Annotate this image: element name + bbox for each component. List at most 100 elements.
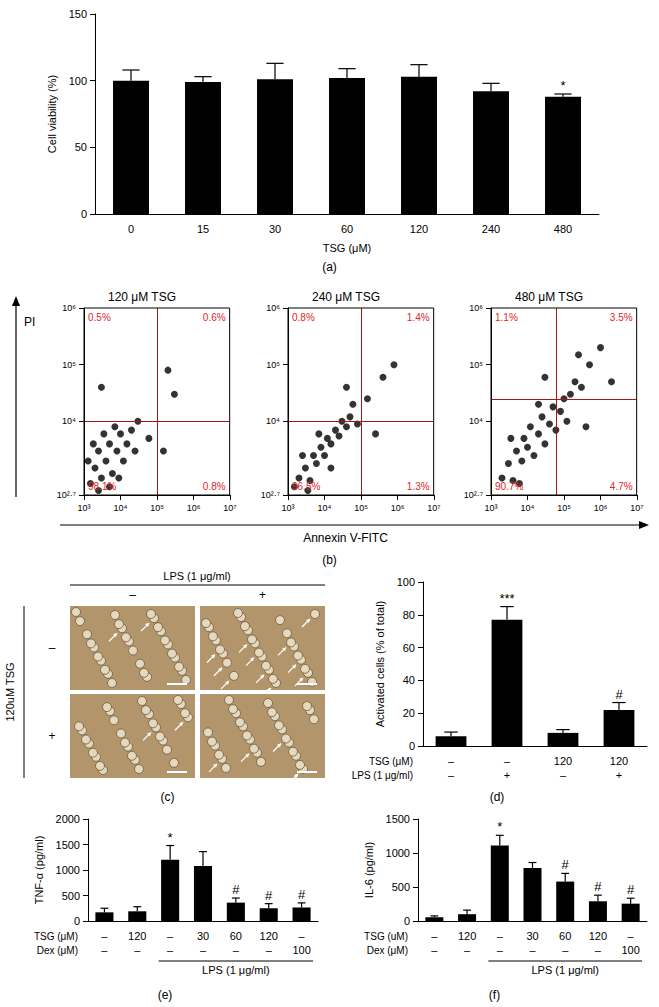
svg-text:IL-6 (pg/ml): IL-6 (pg/ml) (363, 842, 375, 898)
svg-text:2000: 2000 (56, 813, 80, 825)
svg-text:0.8%: 0.8% (203, 481, 226, 492)
svg-text:*: * (497, 819, 502, 834)
svg-text:TSG (μM): TSG (μM) (369, 756, 413, 767)
svg-text:1.4%: 1.4% (407, 312, 430, 323)
svg-text:#: # (562, 857, 570, 872)
svg-text:PI: PI (24, 315, 35, 329)
svg-text:240 μM TSG: 240 μM TSG (312, 290, 380, 304)
svg-text:–: – (299, 930, 306, 942)
svg-text:–: – (101, 930, 108, 942)
svg-text:120: 120 (589, 930, 607, 942)
svg-text:+: + (504, 769, 510, 781)
svg-text:–: – (101, 944, 108, 956)
svg-text:120uM TSG: 120uM TSG (4, 662, 16, 721)
svg-text:30: 30 (269, 223, 281, 235)
svg-text:10⁵: 10⁵ (470, 360, 484, 370)
svg-text:120: 120 (410, 223, 428, 235)
svg-text:120: 120 (260, 930, 278, 942)
svg-text:100: 100 (69, 75, 87, 87)
svg-text:10⁵: 10⁵ (62, 360, 76, 370)
svg-text:–: – (529, 944, 536, 956)
svg-text:–: – (431, 930, 438, 942)
svg-text:10²·⁷: 10²·⁷ (57, 490, 76, 500)
svg-text:10⁵: 10⁵ (150, 503, 164, 513)
svg-text:30: 30 (526, 930, 538, 942)
svg-text:60: 60 (230, 930, 242, 942)
svg-text:10³: 10³ (281, 503, 294, 513)
svg-text:120: 120 (458, 930, 476, 942)
svg-text:10⁴: 10⁴ (521, 503, 535, 513)
svg-text:15: 15 (197, 223, 209, 235)
svg-text:0.5%: 0.5% (88, 312, 111, 323)
svg-text:TSG (uM): TSG (uM) (364, 931, 408, 942)
svg-text:240: 240 (482, 223, 500, 235)
svg-text:–: – (448, 769, 455, 781)
svg-text:–: – (497, 944, 504, 956)
svg-text:#: # (265, 888, 273, 903)
svg-text:40: 40 (403, 674, 415, 686)
svg-text:Activated cells (% of total): Activated cells (% of total) (374, 601, 386, 728)
svg-text:Annexin V-FITC: Annexin V-FITC (303, 531, 388, 545)
svg-text:–: – (233, 944, 240, 956)
svg-text:1500: 1500 (386, 813, 410, 825)
svg-text:0: 0 (409, 740, 415, 752)
svg-text:–: – (562, 944, 569, 956)
svg-text:98.1%: 98.1% (88, 481, 116, 492)
svg-text:1500: 1500 (56, 839, 80, 851)
svg-text:120 μM TSG: 120 μM TSG (108, 290, 176, 304)
svg-text:500: 500 (62, 890, 80, 902)
svg-text:+: + (48, 729, 55, 743)
svg-text:LPS (1 μg/ml): LPS (1 μg/ml) (352, 770, 413, 781)
svg-text:0.8%: 0.8% (292, 312, 315, 323)
svg-text:TSG (μM): TSG (μM) (34, 931, 78, 942)
svg-text:60: 60 (559, 930, 571, 942)
svg-text:+: + (259, 588, 266, 602)
svg-text:3.5%: 3.5% (610, 312, 633, 323)
svg-text:0: 0 (128, 223, 134, 235)
svg-text:TNF-α (pg/ml): TNF-α (pg/ml) (33, 836, 45, 905)
svg-text:10⁴: 10⁴ (317, 503, 331, 513)
svg-text:10⁶: 10⁶ (470, 303, 484, 313)
svg-text:#: # (627, 882, 635, 897)
svg-text:500: 500 (392, 881, 410, 893)
svg-text:–: – (129, 588, 136, 602)
svg-text:–: – (431, 944, 438, 956)
svg-text:0.6%: 0.6% (203, 312, 226, 323)
svg-text:+: + (616, 769, 622, 781)
svg-text:30: 30 (197, 930, 209, 942)
svg-text:480 μM TSG: 480 μM TSG (515, 290, 583, 304)
svg-text:100: 100 (621, 944, 639, 956)
svg-text:–: – (504, 755, 511, 767)
svg-text:10⁷: 10⁷ (631, 503, 644, 513)
svg-text:10⁶: 10⁶ (594, 503, 608, 513)
svg-text:120: 120 (128, 930, 146, 942)
svg-text:–: – (134, 944, 141, 956)
svg-text:–: – (628, 930, 635, 942)
svg-text:10⁵: 10⁵ (354, 503, 368, 513)
svg-text:–: – (200, 944, 207, 956)
svg-text:10⁵: 10⁵ (557, 503, 571, 513)
svg-text:10⁶: 10⁶ (266, 303, 280, 313)
svg-text:80: 80 (403, 609, 415, 621)
svg-text:0: 0 (81, 208, 87, 220)
svg-text:#: # (232, 882, 240, 897)
svg-text:–: – (464, 944, 471, 956)
svg-text:10⁴: 10⁴ (469, 416, 483, 426)
svg-text:480: 480 (554, 223, 572, 235)
svg-text:–: – (595, 944, 602, 956)
svg-text:60: 60 (341, 223, 353, 235)
svg-text:20: 20 (403, 707, 415, 719)
svg-text:10⁷: 10⁷ (427, 503, 440, 513)
svg-text:–: – (167, 944, 174, 956)
svg-text:*: * (560, 78, 565, 93)
svg-text:–: – (167, 930, 174, 942)
svg-text:LPS (1 μg/ml): LPS (1 μg/ml) (202, 964, 269, 976)
svg-text:96.5%: 96.5% (292, 481, 320, 492)
svg-text:Dex (μM): Dex (μM) (37, 945, 78, 956)
svg-text:#: # (298, 887, 306, 902)
svg-text:10⁷: 10⁷ (223, 503, 236, 513)
svg-text:10⁴: 10⁴ (266, 416, 280, 426)
svg-text:0: 0 (404, 915, 410, 927)
svg-text:LPS (1 μg/ml): LPS (1 μg/ml) (163, 570, 230, 582)
svg-text:#: # (594, 879, 602, 894)
